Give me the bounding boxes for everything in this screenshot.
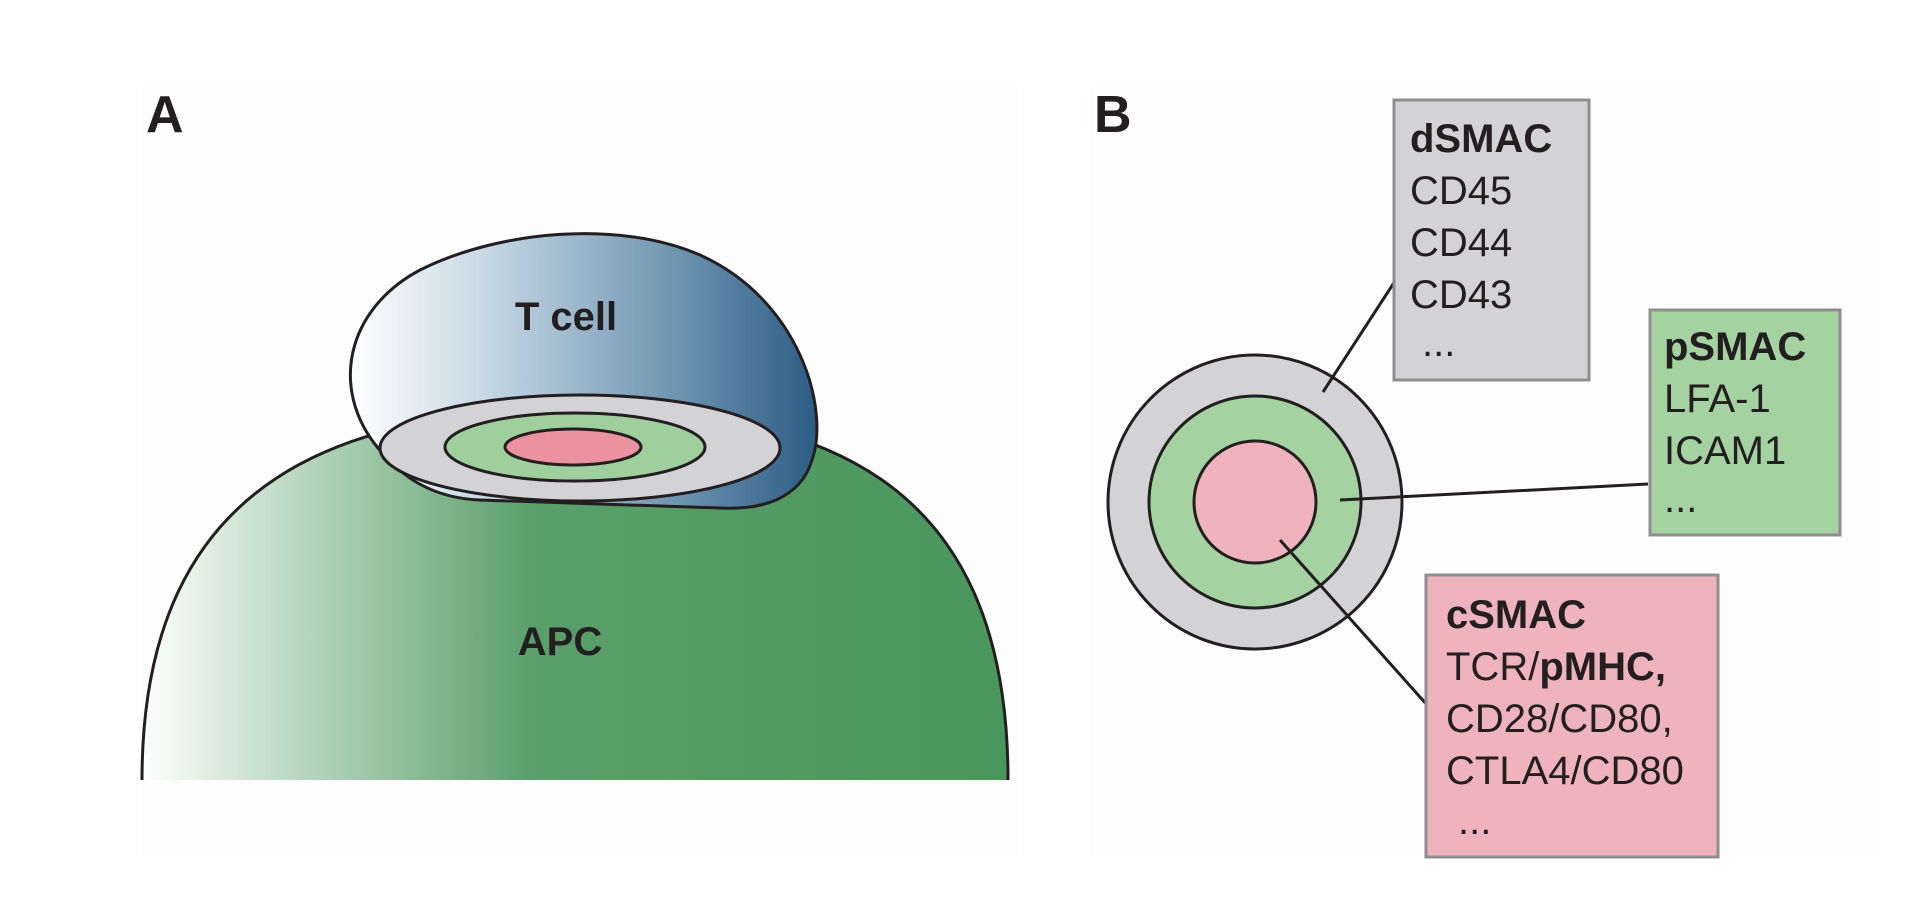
psmac-item-3: ... bbox=[1664, 477, 1697, 521]
csmac-ring bbox=[1192, 439, 1318, 565]
dsmac-item-1: CD45 bbox=[1410, 169, 1512, 213]
dsmac-box: dSMAC CD45 CD44 CD43 ... bbox=[1392, 98, 1591, 382]
dsmac-item-4: ... bbox=[1422, 321, 1455, 365]
csmac-box: cSMAC TCR/pMHC, CD28/CD80, CTLA4/CD80 ..… bbox=[1424, 573, 1720, 859]
synapse-top-view bbox=[1106, 353, 1404, 651]
psmac-box: pSMAC LFA-1 ICAM1 ... bbox=[1648, 308, 1842, 537]
dsmac-title: dSMAC bbox=[1410, 117, 1552, 161]
synapse-contact-rings bbox=[378, 393, 782, 503]
dsmac-item-2: CD44 bbox=[1410, 221, 1512, 265]
psmac-leader-line bbox=[1339, 482, 1649, 502]
csmac-item-3: CTLA4/CD80 bbox=[1446, 749, 1684, 793]
psmac-title: pSMAC bbox=[1664, 325, 1806, 369]
csmac-item-1-bold: pMHC, bbox=[1539, 645, 1666, 689]
t-cell-label: T cell bbox=[515, 295, 617, 339]
dsmac-item-3: CD43 bbox=[1410, 273, 1512, 317]
csmac-item-2: CD28/CD80, bbox=[1446, 697, 1673, 741]
dsmac-leader-line bbox=[1321, 277, 1399, 393]
panel-a-letter: A bbox=[146, 86, 184, 144]
psmac-item-1: LFA-1 bbox=[1664, 377, 1771, 421]
csmac-item-1-prefix: TCR/ bbox=[1446, 645, 1540, 689]
psmac-item-2: ICAM1 bbox=[1664, 429, 1786, 473]
csmac-leader-line bbox=[1278, 539, 1430, 707]
csmac-item-1: TCR/pMHC, bbox=[1446, 645, 1666, 689]
panel-b-letter: B bbox=[1094, 86, 1132, 144]
csmac-ring-a bbox=[503, 427, 643, 467]
apc-label: APC bbox=[518, 620, 602, 664]
csmac-title: cSMAC bbox=[1446, 593, 1586, 637]
csmac-item-4: ... bbox=[1458, 799, 1491, 843]
